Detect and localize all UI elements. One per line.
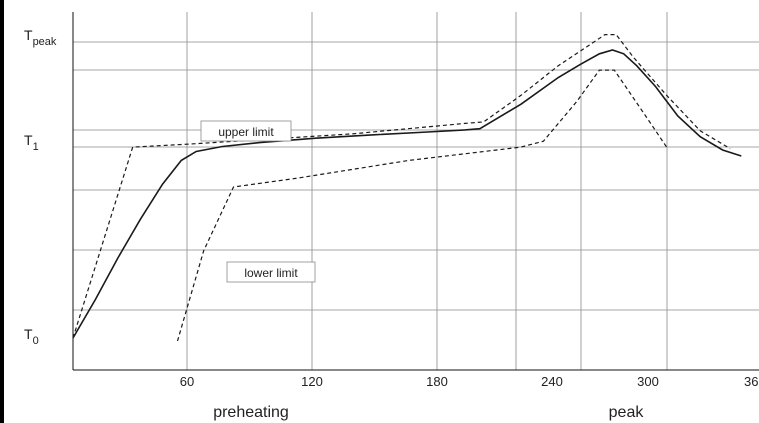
annotation-box: [226, 261, 316, 283]
annotation-lower-limit: lower limit: [226, 261, 316, 283]
plot-grid: [73, 12, 759, 370]
zone-label-preheating: preheating: [213, 404, 289, 421]
annotation-box: [200, 120, 292, 142]
series-lower-limit-line: [176, 69, 668, 342]
zone-labels: preheating peak: [213, 404, 644, 421]
profile-curves: [72, 34, 742, 342]
y-tick-label-subscript: peak: [33, 36, 57, 48]
x-tick-labels: 60 120 180 240 300 360: [180, 374, 759, 389]
x-tick-label: 180: [426, 374, 448, 389]
y-tick-label-main: T: [24, 132, 33, 148]
x-tick-label: 60: [180, 374, 194, 389]
series-upper-limit-line: [72, 34, 731, 339]
annotation-upper-limit: upper limit: [200, 120, 292, 142]
annotation-label: upper limit: [218, 125, 274, 139]
y-tick-label-t0: T0: [24, 326, 39, 347]
x-tick-label: 360: [744, 374, 759, 389]
y-tick-label-tpeak: Tpeak: [24, 27, 57, 48]
series-profile-line: [72, 49, 742, 339]
y-tick-label-main: T: [24, 326, 33, 342]
x-tick-label: 240: [541, 374, 563, 389]
axes: [72, 12, 759, 371]
y-tick-label-main: T: [24, 27, 33, 43]
y-tick-labels: Tpeak T1 T0: [24, 27, 57, 347]
x-tick-label: 120: [301, 374, 323, 389]
y-tick-label-subscript: 0: [33, 335, 39, 347]
y-tick-label-subscript: 1: [33, 141, 39, 153]
x-tick-label: 300: [637, 374, 659, 389]
annotation-label: lower limit: [244, 266, 298, 280]
zone-label-peak: peak: [609, 404, 645, 421]
left-window-edge: [0, 0, 4, 423]
y-tick-label-t1: T1: [24, 132, 39, 153]
